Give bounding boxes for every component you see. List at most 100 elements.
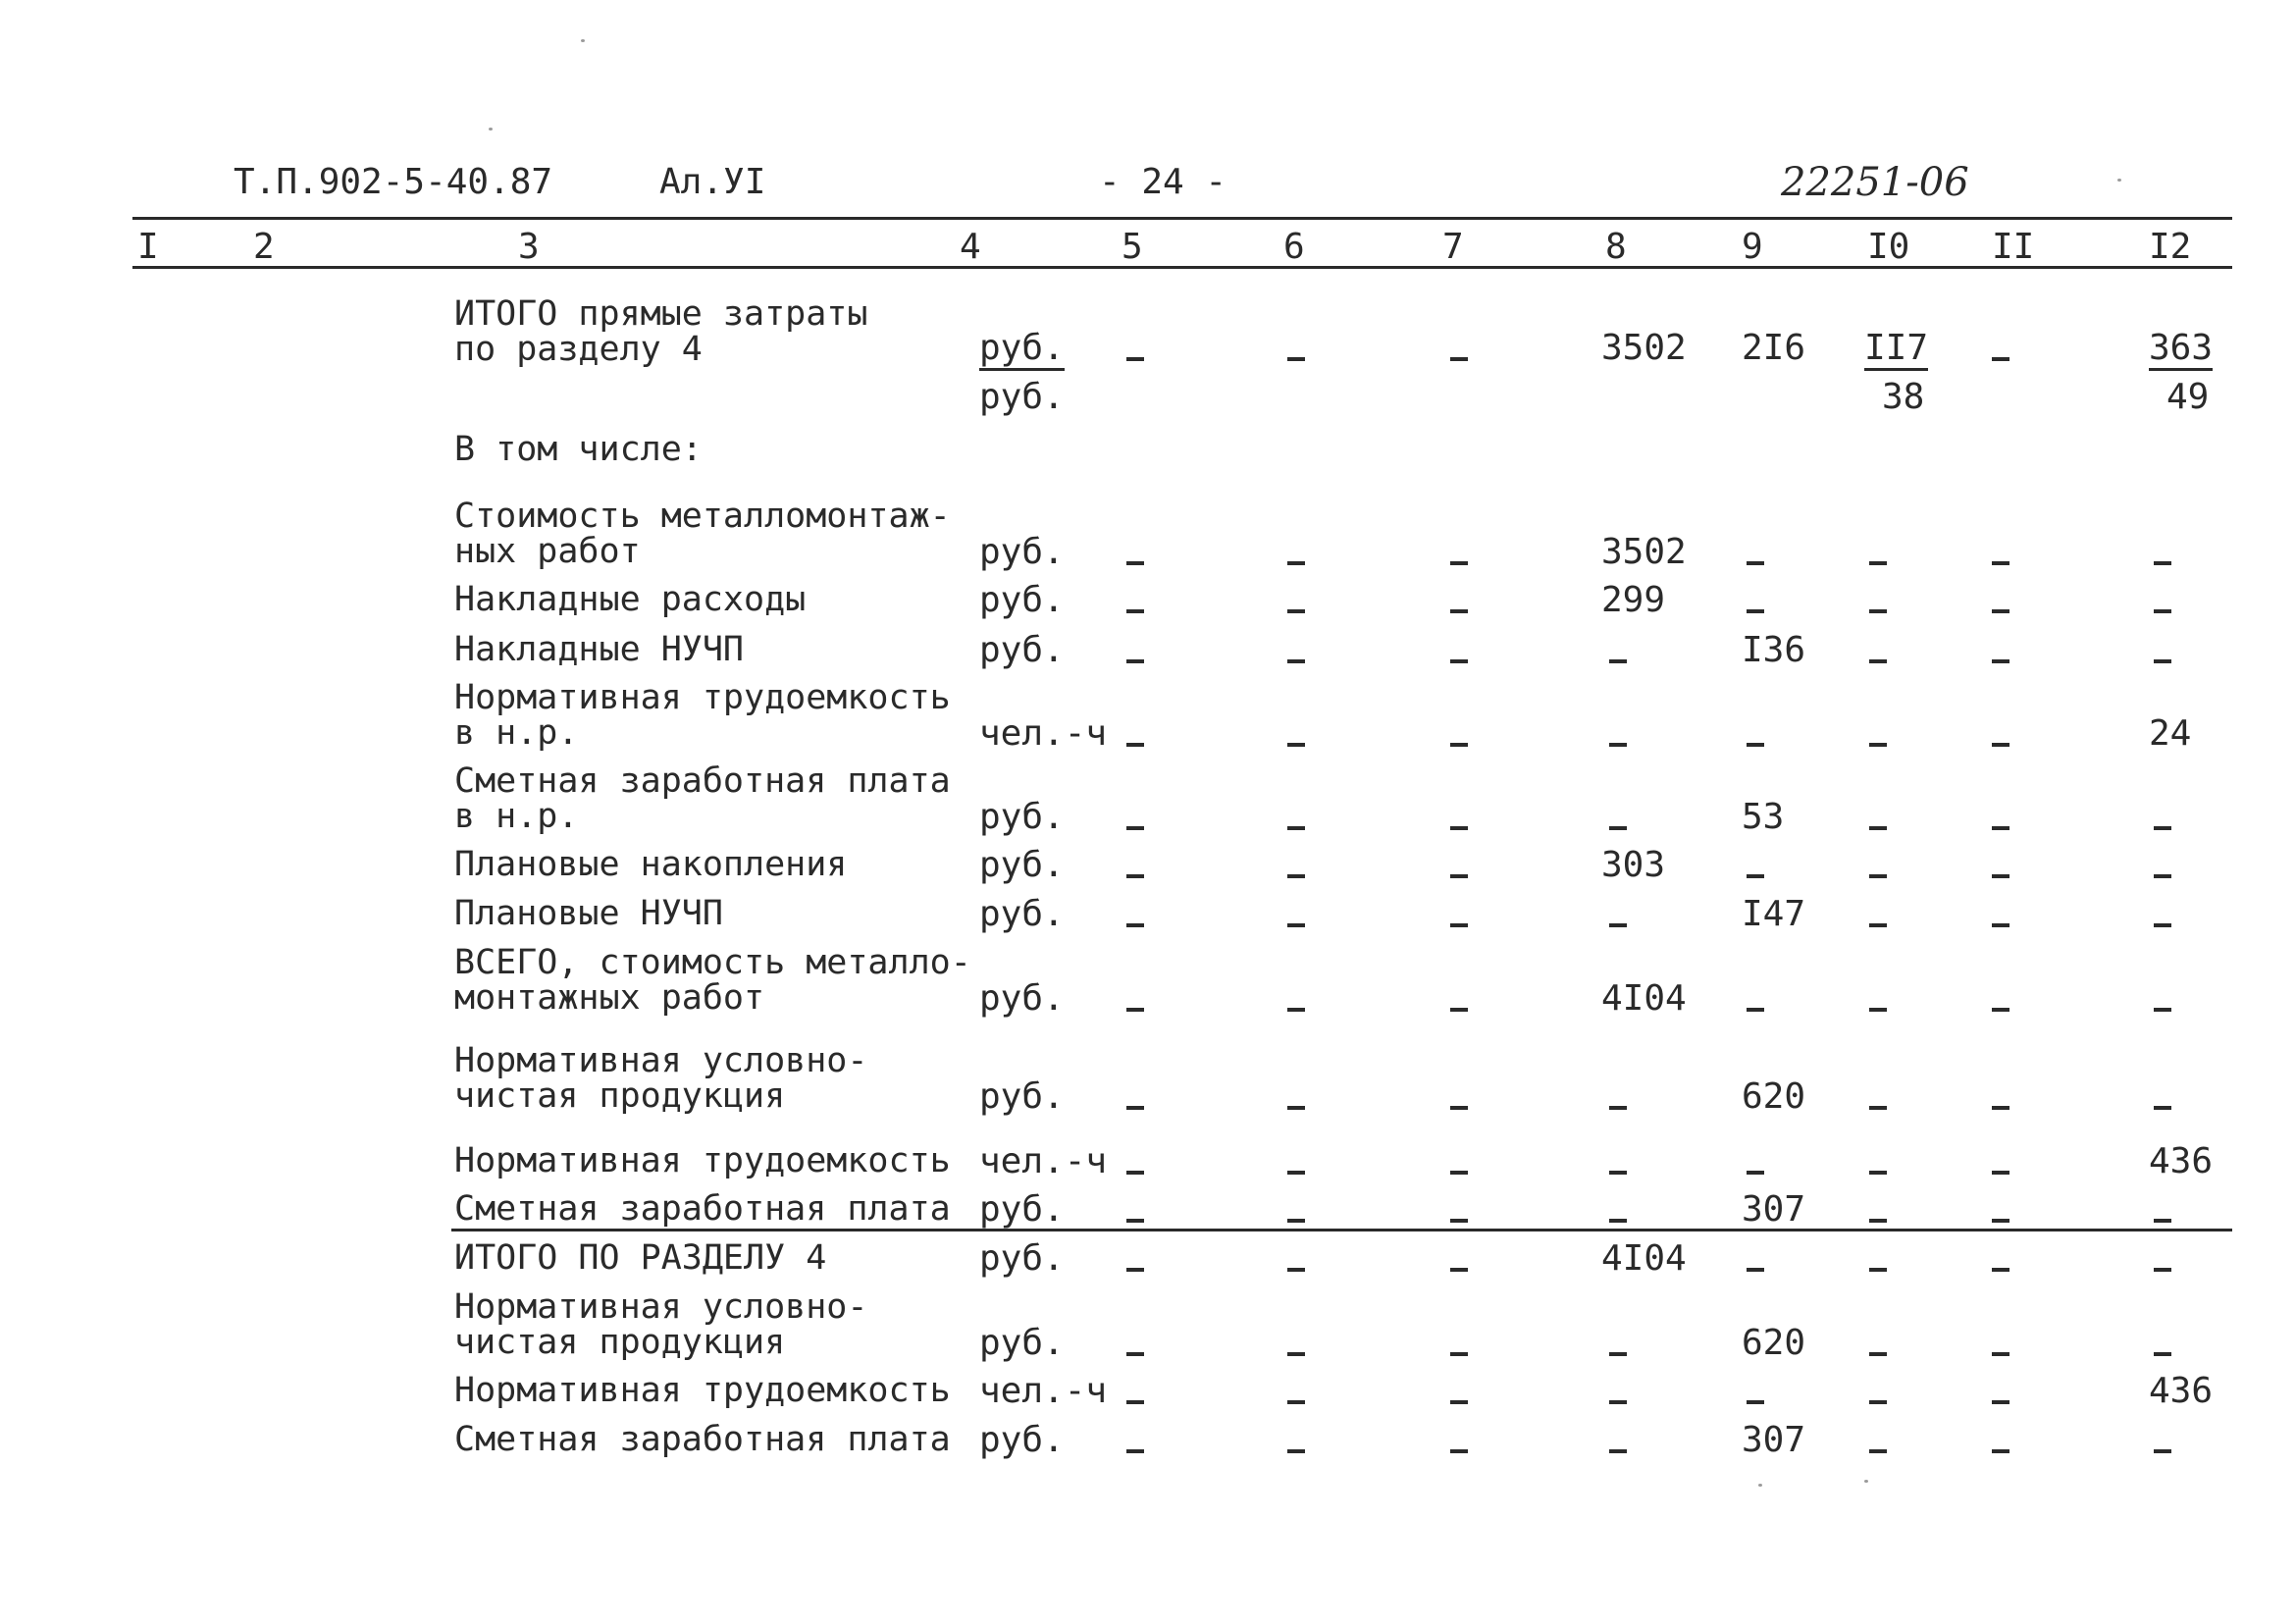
empty-cell-dash (1126, 817, 1144, 833)
empty-cell-dash (1287, 1210, 1305, 1226)
empty-cell-dash (1992, 348, 2009, 364)
row-label: Сметная заработная плата (454, 761, 951, 801)
value-cell-c9: 2I6 (1742, 328, 1806, 368)
row-label: ВСЕГО, стоимость металло- (454, 943, 971, 982)
empty-cell-dash (1450, 1441, 1468, 1456)
empty-cell-dash (1609, 1210, 1627, 1226)
row-label: Нормативная условно- (454, 1041, 868, 1080)
column-number: 3 (518, 227, 540, 267)
empty-cell-dash (1126, 348, 1144, 364)
empty-cell-dash (2154, 1210, 2171, 1226)
header-rule-bottom (132, 266, 2232, 269)
row-label: Плановые НУЧП (454, 894, 723, 933)
row-label-continued: в н.р. (454, 713, 579, 753)
unit-cell: руб. (979, 1323, 1065, 1363)
project-code: Т.П.902-5-40.87 (234, 162, 553, 202)
empty-cell-dash (1992, 1162, 2009, 1178)
empty-cell-dash (1869, 865, 1887, 881)
empty-cell-dash (1747, 999, 1764, 1015)
empty-cell-dash (1126, 734, 1144, 750)
empty-cell-dash (1747, 552, 1764, 568)
empty-cell-dash (1609, 1391, 1627, 1407)
row-label: Сметная заработная плата (454, 1420, 951, 1459)
empty-cell-dash (1287, 817, 1305, 833)
column-number: II (1992, 227, 2035, 267)
scan-speck (1864, 1480, 1868, 1483)
empty-cell-dash (1992, 915, 2009, 930)
empty-cell-dash (1126, 1259, 1144, 1275)
empty-cell-dash (1992, 865, 2009, 881)
row-label: ИТОГО ПО РАЗДЕЛУ 4 (454, 1238, 827, 1278)
empty-cell-dash (1992, 1391, 2009, 1407)
column-number: 6 (1283, 227, 1305, 267)
value-cell-c8: 303 (1601, 845, 1666, 885)
empty-cell-dash (1992, 999, 2009, 1015)
empty-cell-dash (1450, 999, 1468, 1015)
unit-cell: руб. (979, 1420, 1065, 1460)
empty-cell-dash (2154, 1259, 2171, 1275)
empty-cell-dash (1287, 915, 1305, 930)
row-label: Накладные НУЧП (454, 630, 745, 669)
empty-cell-dash (2154, 915, 2171, 930)
column-number: I0 (1867, 227, 1910, 267)
empty-cell-dash (1287, 1097, 1305, 1113)
empty-cell-dash (1609, 1441, 1627, 1456)
empty-cell-dash (1450, 1259, 1468, 1275)
unit-cell: чел.-ч (979, 713, 1108, 754)
value-cell-c10-top: II7 (1864, 331, 1929, 371)
empty-cell-dash (1126, 999, 1144, 1015)
row-label-continued: ных работ (454, 532, 641, 571)
row-label: Стоимость металломонтаж- (454, 497, 951, 536)
column-number: 7 (1442, 227, 1464, 267)
unit-cell: чел.-ч (979, 1371, 1108, 1411)
empty-cell-dash (1126, 1162, 1144, 1178)
empty-cell-dash (2154, 552, 2171, 568)
empty-cell-dash (1869, 552, 1887, 568)
empty-cell-dash (1450, 552, 1468, 568)
value-cell-c8: 3502 (1601, 532, 1687, 572)
empty-cell-dash (1869, 651, 1887, 666)
row-label-continued: чистая продукция (454, 1076, 786, 1116)
empty-cell-dash (2154, 865, 2171, 881)
value-cell-c8: 299 (1601, 580, 1666, 620)
value-cell-c12-top: 363 (2149, 331, 2214, 371)
empty-cell-dash (1609, 817, 1627, 833)
empty-cell-dash (1869, 1259, 1887, 1275)
empty-cell-dash (1126, 915, 1144, 930)
scan-speck (1758, 1484, 1762, 1487)
unit-cell: руб. (979, 331, 1065, 371)
row-label: Нормативная трудоемкость (454, 1371, 951, 1410)
empty-cell-dash (1992, 552, 2009, 568)
column-number: 9 (1742, 227, 1763, 267)
empty-cell-dash (2154, 1343, 2171, 1359)
empty-cell-dash (1992, 1441, 2009, 1456)
row-label-continued: в н.р. (454, 797, 579, 836)
empty-cell-dash (1126, 1441, 1144, 1456)
empty-cell-dash (1126, 1210, 1144, 1226)
empty-cell-dash (1287, 865, 1305, 881)
empty-cell-dash (1287, 348, 1305, 364)
section-total-rule (451, 1229, 2232, 1231)
header-rule-top (132, 217, 2232, 220)
value-cell-c8: 4I04 (1601, 1238, 1687, 1279)
row-label: Плановые накопления (454, 845, 848, 884)
column-number: I2 (2149, 227, 2192, 267)
value-cell-c9: 307 (1742, 1420, 1806, 1460)
empty-cell-dash (1869, 734, 1887, 750)
unit-cell: руб. (979, 1238, 1065, 1279)
value-cell-c12: 24 (2149, 713, 2192, 754)
empty-cell-dash (1450, 651, 1468, 666)
empty-cell-dash (1992, 601, 2009, 616)
row-label-continued: чистая продукция (454, 1323, 786, 1362)
value-cell-c9: I47 (1742, 894, 1806, 934)
empty-cell-dash (1992, 817, 2009, 833)
row-label: Сметная заработная плата (454, 1189, 951, 1229)
empty-cell-dash (1287, 1391, 1305, 1407)
column-number: 4 (960, 227, 981, 267)
empty-cell-dash (1992, 1210, 2009, 1226)
scan-speck (2117, 179, 2121, 182)
empty-cell-dash (1450, 348, 1468, 364)
album-number: Ал.УI (659, 162, 766, 202)
unit-cell: руб. (979, 894, 1065, 934)
empty-cell-dash (1609, 651, 1627, 666)
